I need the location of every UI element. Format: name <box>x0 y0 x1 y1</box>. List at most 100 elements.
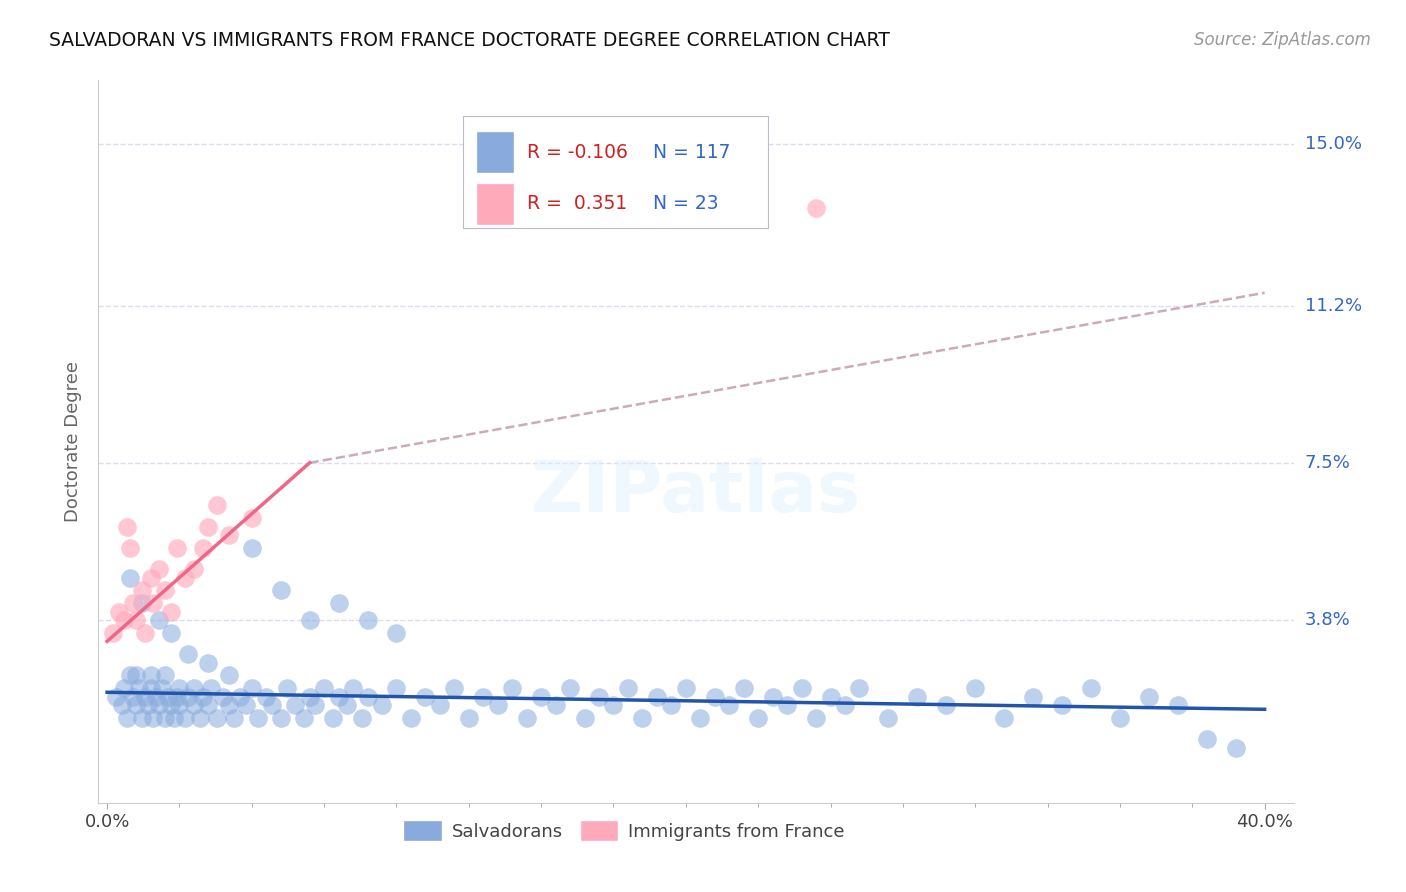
Point <box>218 698 240 712</box>
Point <box>733 681 755 695</box>
Point <box>114 681 136 695</box>
Point <box>163 711 186 725</box>
Point <box>117 711 139 725</box>
Point <box>588 690 610 704</box>
Point <box>101 625 124 640</box>
Point <box>159 605 181 619</box>
Point <box>501 681 523 695</box>
Point <box>218 668 240 682</box>
Point <box>1050 698 1073 712</box>
Point <box>574 711 596 725</box>
Point <box>188 711 211 725</box>
Point <box>183 681 205 695</box>
Point <box>820 690 842 704</box>
Point <box>131 711 153 725</box>
FancyBboxPatch shape <box>477 132 513 172</box>
Text: 15.0%: 15.0% <box>1305 135 1361 153</box>
Point <box>776 698 799 712</box>
Point <box>224 711 246 725</box>
Point <box>131 596 153 610</box>
Point <box>328 690 350 704</box>
Point <box>429 698 451 712</box>
Point <box>304 698 326 712</box>
Point <box>350 711 373 725</box>
Point <box>229 690 252 704</box>
Text: 11.2%: 11.2% <box>1305 296 1362 315</box>
Point <box>166 690 188 704</box>
Point <box>134 625 156 640</box>
Point <box>150 681 173 695</box>
Point <box>235 698 257 712</box>
Point <box>298 690 321 704</box>
Point <box>385 681 408 695</box>
Point <box>292 711 315 725</box>
Point <box>240 511 263 525</box>
Point <box>131 583 153 598</box>
Legend: Salvadorans, Immigrants from France: Salvadorans, Immigrants from France <box>398 814 851 848</box>
Point <box>104 690 127 704</box>
Point <box>284 698 307 712</box>
Point <box>270 583 292 598</box>
Text: 7.5%: 7.5% <box>1305 454 1351 472</box>
Text: SALVADORAN VS IMMIGRANTS FROM FRANCE DOCTORATE DEGREE CORRELATION CHART: SALVADORAN VS IMMIGRANTS FROM FRANCE DOC… <box>49 31 890 50</box>
Point <box>153 583 176 598</box>
Point <box>544 698 567 712</box>
Point <box>385 625 408 640</box>
Point <box>156 690 179 704</box>
Point <box>148 613 170 627</box>
Point <box>965 681 987 695</box>
Point <box>905 690 928 704</box>
Point <box>1167 698 1189 712</box>
Point <box>142 711 165 725</box>
Point <box>747 711 769 725</box>
Point <box>211 690 233 704</box>
Point <box>336 698 359 712</box>
FancyBboxPatch shape <box>477 184 513 224</box>
Point <box>935 698 957 712</box>
Point <box>1137 690 1160 704</box>
Point <box>139 681 162 695</box>
Point <box>125 668 148 682</box>
Point <box>762 690 785 704</box>
Point <box>166 541 188 555</box>
Point <box>993 711 1015 725</box>
Point <box>661 698 683 712</box>
Point <box>142 596 165 610</box>
Point <box>645 690 668 704</box>
Point <box>197 698 219 712</box>
Point <box>322 711 344 725</box>
Point <box>169 681 191 695</box>
Point <box>159 698 181 712</box>
Point <box>197 519 219 533</box>
Point <box>174 711 197 725</box>
Text: R =  0.351: R = 0.351 <box>527 194 627 213</box>
Point <box>834 698 856 712</box>
Text: ZIPatlas: ZIPatlas <box>531 458 860 526</box>
Point <box>602 698 624 712</box>
Point <box>122 596 145 610</box>
Point <box>136 698 159 712</box>
Point <box>200 681 222 695</box>
Point <box>134 690 156 704</box>
Point <box>191 690 214 704</box>
Point <box>675 681 697 695</box>
Point <box>122 690 145 704</box>
Point <box>631 711 654 725</box>
Point <box>183 562 205 576</box>
Point <box>254 690 277 704</box>
Point <box>399 711 422 725</box>
Point <box>205 711 228 725</box>
Point <box>145 690 167 704</box>
Point <box>128 681 150 695</box>
Point <box>276 681 298 695</box>
Point <box>328 596 350 610</box>
Point <box>1080 681 1102 695</box>
Point <box>703 690 725 704</box>
Point <box>689 711 711 725</box>
Y-axis label: Doctorate Degree: Doctorate Degree <box>65 361 83 522</box>
Point <box>139 668 162 682</box>
Point <box>718 698 741 712</box>
Point <box>240 541 263 555</box>
Point <box>530 690 553 704</box>
Point <box>415 690 437 704</box>
